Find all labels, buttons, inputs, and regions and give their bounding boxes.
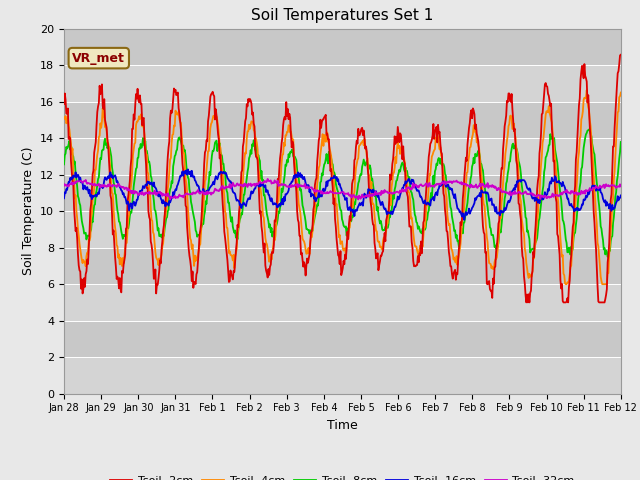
Bar [64, 138, 621, 175]
Tsoil -32cm [127, 191, 135, 196]
Tsoil -32cm [70, 181, 78, 187]
Bar [64, 102, 621, 138]
Tsoil -2cm [184, 234, 192, 240]
Line: Tsoil -4cm: Tsoil -4cm [64, 90, 621, 284]
Tsoil -16cm [411, 182, 419, 188]
Tsoil -16cm [214, 174, 222, 180]
Tsoil -4cm [426, 172, 434, 178]
Tsoil -32cm [264, 176, 271, 182]
Tsoil -4cm [60, 116, 68, 122]
Tsoil -8cm [70, 161, 78, 167]
Line: Tsoil -32cm: Tsoil -32cm [64, 179, 621, 200]
Tsoil -16cm [70, 174, 78, 180]
Line: Tsoil -8cm: Tsoil -8cm [64, 130, 621, 257]
X-axis label: Time: Time [327, 419, 358, 432]
Y-axis label: Soil Temperature (C): Soil Temperature (C) [22, 147, 35, 276]
Text: VR_met: VR_met [72, 52, 125, 65]
Tsoil -4cm [583, 87, 591, 93]
Tsoil -2cm [214, 123, 221, 129]
Tsoil -16cm [428, 197, 435, 203]
Tsoil -4cm [410, 237, 418, 243]
Bar [64, 175, 621, 211]
Tsoil -4cm [184, 205, 192, 211]
Bar [64, 29, 621, 65]
Tsoil -8cm [604, 254, 611, 260]
Tsoil -16cm [461, 217, 468, 223]
Tsoil -8cm [60, 161, 68, 167]
Tsoil -2cm [60, 101, 68, 107]
Tsoil -16cm [185, 171, 193, 177]
Tsoil -8cm [617, 139, 625, 145]
Bar [64, 248, 621, 284]
Tsoil -32cm [412, 181, 419, 187]
Bar [64, 284, 621, 321]
Tsoil -16cm [127, 201, 135, 207]
Bar [64, 321, 621, 357]
Tsoil -4cm [617, 90, 625, 96]
Tsoil -8cm [127, 210, 135, 216]
Tsoil -2cm [426, 141, 434, 147]
Tsoil -16cm [60, 195, 68, 201]
Tsoil -8cm [184, 175, 192, 180]
Tsoil -4cm [214, 118, 221, 123]
Tsoil -16cm [617, 192, 625, 198]
Tsoil -2cm [70, 205, 78, 211]
Tsoil -32cm [617, 183, 625, 189]
Tsoil -32cm [184, 192, 192, 197]
Tsoil -8cm [410, 205, 418, 211]
Tsoil -4cm [562, 281, 570, 287]
Tsoil -2cm [127, 155, 135, 161]
Title: Soil Temperatures Set 1: Soil Temperatures Set 1 [252, 9, 433, 24]
Tsoil -32cm [355, 197, 362, 203]
Tsoil -8cm [214, 148, 221, 154]
Line: Tsoil -16cm: Tsoil -16cm [64, 169, 621, 220]
Tsoil -4cm [127, 180, 135, 186]
Bar [64, 65, 621, 102]
Tsoil -8cm [585, 127, 593, 132]
Tsoil -16cm [184, 167, 192, 172]
Tsoil -32cm [428, 183, 436, 189]
Tsoil -2cm [522, 300, 530, 305]
Tsoil -8cm [426, 197, 434, 203]
Bar [64, 357, 621, 394]
Tsoil -2cm [617, 52, 625, 58]
Tsoil -4cm [70, 177, 78, 183]
Tsoil -32cm [214, 187, 221, 193]
Legend: Tsoil -2cm, Tsoil -4cm, Tsoil -8cm, Tsoil -16cm, Tsoil -32cm: Tsoil -2cm, Tsoil -4cm, Tsoil -8cm, Tsoi… [106, 471, 579, 480]
Bar [64, 211, 621, 248]
Line: Tsoil -2cm: Tsoil -2cm [64, 55, 621, 302]
Tsoil -2cm [410, 264, 418, 269]
Tsoil -32cm [60, 181, 68, 187]
